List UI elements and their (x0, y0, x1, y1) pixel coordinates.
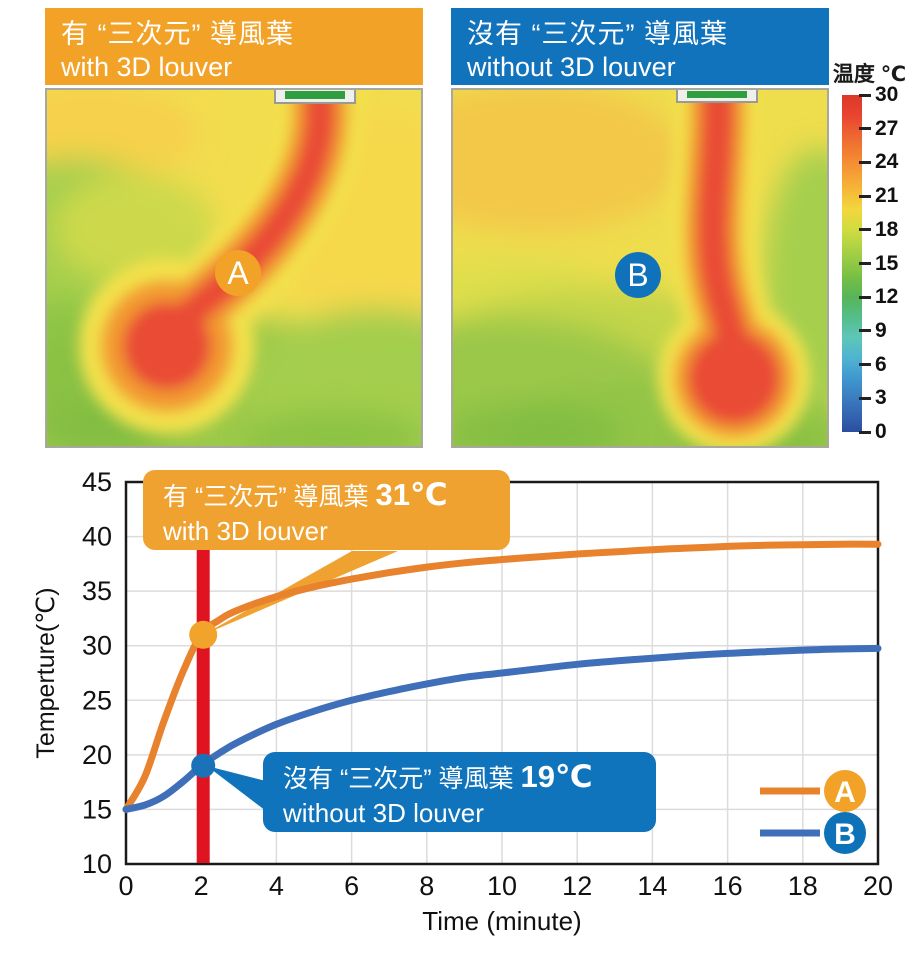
thermal-map-b: B (451, 88, 829, 448)
ac-unit-icon (676, 88, 758, 103)
callout-a-temp: 31℃ (375, 477, 448, 512)
panel-a-title-en: with 3D louver (61, 52, 233, 82)
hot-air-plume-b (658, 88, 810, 448)
y-tick-label: 20 (82, 740, 112, 770)
colorbar-tick (859, 295, 871, 299)
colorbar-title: 温度 ℃ (832, 63, 907, 86)
colorbar-tick-label: 15 (875, 251, 899, 275)
colorbar-tick-label: 21 (875, 184, 899, 208)
callout-a-cjk: 有 “三次元” 導風葉 (163, 483, 369, 511)
colorbar-tick-label: 0 (875, 420, 887, 443)
x-tick-label: 16 (713, 871, 743, 901)
colorbar-tick-label: 24 (875, 150, 899, 174)
x-tick-label: 4 (269, 871, 284, 901)
y-tick-label: 10 (82, 849, 112, 879)
thermal-map-b-image: B (451, 88, 829, 448)
colorbar-tick-label: 9 (875, 318, 887, 342)
legend-circle-B (824, 812, 866, 854)
colorbar-tick-label: 18 (875, 217, 899, 241)
callout-b-leader (207, 766, 266, 811)
x-tick-label: 0 (118, 871, 133, 901)
colorbar-tick (859, 329, 871, 333)
callout-b-cjk: 沒有 “三次元” 導風葉 (283, 765, 514, 793)
thermal-map-a-image: A (45, 88, 423, 448)
colorbar-tick (859, 194, 871, 198)
callout-a-en: with 3D louver (163, 516, 328, 546)
ac-unit-icon (274, 88, 356, 104)
x-tick-label: 8 (419, 871, 434, 901)
panel-b-title-cjk: 沒有 “三次元” 導風葉 (467, 19, 728, 49)
y-axis-title: Temperture(℃) (32, 587, 60, 758)
colorbar-tick (859, 396, 871, 400)
x-axis-title: Time (minute) (422, 906, 581, 936)
x-tick-label: 6 (344, 871, 359, 901)
x-tick-label: 10 (487, 871, 517, 901)
panel-a-title-cjk: 有 “三次元” 導風葉 (61, 19, 294, 49)
colorbar-tick-label: 3 (875, 386, 887, 410)
series-B-point-2min (191, 753, 216, 778)
y-tick-label: 45 (82, 467, 112, 497)
colorbar-tick-label: 30 (875, 83, 899, 106)
marker-a-letter: A (227, 255, 249, 291)
colorbar-tick-label: 12 (875, 285, 899, 309)
colorbar-tick (859, 363, 871, 367)
x-tick-label: 2 (194, 871, 209, 901)
panel-b-title-en: without 3D louver (467, 52, 676, 82)
colorbar-tick (859, 127, 871, 131)
callout-with-louver: 有 “三次元” 導風葉 31℃ with 3D louver (143, 470, 510, 550)
x-tick-label: 20 (863, 871, 893, 901)
callout-without-louver: 沒有 “三次元” 導風葉 19℃ without 3D louver (263, 752, 656, 832)
callout-b-temp: 19℃ (520, 759, 593, 794)
colorbar-tick-label: 6 (875, 352, 887, 376)
x-tick-label: 12 (562, 871, 592, 901)
y-tick-label: 35 (82, 576, 112, 606)
legend-label-A: A (834, 776, 856, 809)
thermal-map-a: A (45, 88, 423, 448)
colorbar-tick (859, 160, 871, 164)
colorbar-tick-label: 27 (875, 116, 899, 140)
hot-air-plume-a (79, 88, 365, 434)
colorbar-gradient (842, 95, 862, 432)
panel-a-header: 有 “三次元” 導風葉 with 3D louver (45, 8, 423, 85)
callout-b-en: without 3D louver (283, 798, 484, 828)
y-tick-label: 15 (82, 794, 112, 824)
y-tick-label: 30 (82, 631, 112, 661)
colorbar-tick (859, 430, 871, 434)
colorbar-tick (859, 262, 871, 265)
y-tick-label: 25 (82, 685, 112, 715)
x-tick-label: 14 (637, 871, 667, 901)
marker-a-badge: A (215, 250, 261, 296)
colorbar-tick (859, 93, 871, 97)
marker-b-letter: B (627, 257, 648, 293)
x-tick-label: 18 (788, 871, 818, 901)
temperature-colorbar: 温度 ℃ 30 27 24 21 18 15 12 9 6 3 0 (826, 58, 913, 453)
panel-b-header: 沒有 “三次元” 導風葉 without 3D louver (451, 8, 829, 85)
series-A-point-2min (189, 620, 218, 649)
legend-label-B: B (834, 818, 856, 851)
colorbar-tick (859, 228, 871, 232)
marker-b-badge: B (615, 252, 661, 298)
y-tick-label: 40 (82, 522, 112, 552)
legend-circle-A (824, 770, 866, 812)
